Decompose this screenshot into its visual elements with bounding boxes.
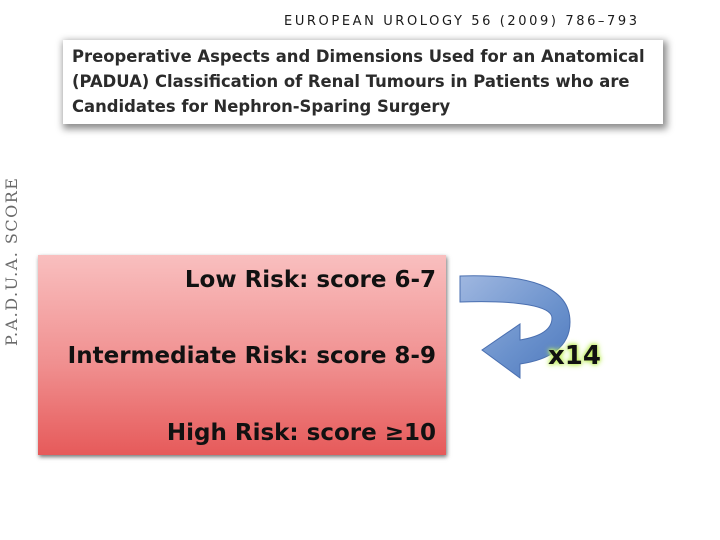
article-title-line-1: Preoperative Aspects and Dimensions Used… — [72, 47, 645, 66]
article-title-box: Preoperative Aspects and Dimensions Used… — [63, 40, 663, 124]
side-label: P.A.D.U.A. SCORE — [2, 176, 21, 346]
article-title-line-3: Candidates for Nephron-Sparing Surgery — [72, 97, 451, 116]
risk-low-label: Low Risk: score 6-7 — [184, 267, 436, 293]
article-title-line-2: (PADUA) Classification of Renal Tumours … — [72, 72, 630, 91]
risk-box: Low Risk: score 6-7 Intermediate Risk: s… — [38, 255, 446, 455]
journal-citation: EUROPEAN UROLOGY 56 (2009) 786–793 — [284, 14, 640, 29]
risk-intermediate-label: Intermediate Risk: score 8-9 — [67, 343, 436, 369]
curved-return-arrow-icon — [459, 275, 571, 379]
risk-high-label: High Risk: score ≥10 — [166, 420, 436, 446]
multiplier-label: x14 — [548, 341, 601, 371]
